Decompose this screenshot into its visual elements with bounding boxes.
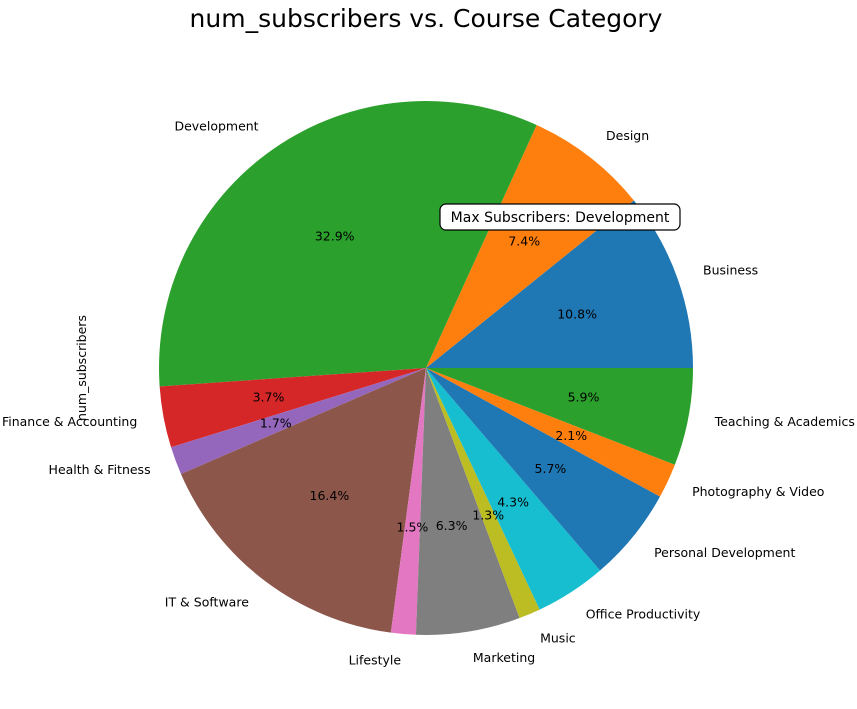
category-label-marketing: Marketing xyxy=(473,650,535,665)
slice-lifestyle xyxy=(390,368,426,635)
percent-label-music: 1.3% xyxy=(472,508,504,523)
category-label-development: Development xyxy=(174,119,258,134)
annotation-box xyxy=(439,203,681,231)
percent-label-development: 32.9% xyxy=(315,228,355,243)
slice-music xyxy=(426,368,540,619)
slice-office-productivity xyxy=(426,368,601,610)
slice-development xyxy=(159,100,537,387)
slice-personal-development xyxy=(426,368,660,571)
category-label-business: Business xyxy=(703,262,758,277)
percent-label-lifestyle: 1.5% xyxy=(397,520,429,535)
category-label-finance-and-accounting: Finance & Accounting xyxy=(2,414,137,429)
slice-photography-and-video xyxy=(426,368,675,497)
percent-label-health-and-fitness: 1.7% xyxy=(260,416,292,431)
pie-slices xyxy=(159,100,693,635)
category-label-music: Music xyxy=(540,631,576,646)
category-label-health-and-fitness: Health & Fitness xyxy=(49,462,151,477)
y-axis-label: num_subscribers xyxy=(74,315,89,421)
category-label-office-productivity: Office Productivity xyxy=(586,607,701,622)
slice-business xyxy=(426,200,693,368)
percent-label-business: 10.8% xyxy=(557,307,597,322)
slice-it-and-software xyxy=(180,368,426,633)
category-label-lifestyle: Lifestyle xyxy=(349,653,402,668)
category-label-it-and-software: IT & Software xyxy=(165,594,249,609)
percent-label-office-productivity: 4.3% xyxy=(497,494,529,509)
max-annotation: Max Subscribers: Development xyxy=(439,203,681,231)
percent-labels: 10.8% 7.4% 32.9% 3.7% 1.7% 16.4% 1.5% 6.3% 1.3%4… xyxy=(253,228,600,534)
percent-label-design: 7.4% xyxy=(508,233,540,248)
category-labels: Business Design Development Finance & Accou… xyxy=(2,119,855,668)
slice-design xyxy=(426,125,634,368)
annotation-text: Max Subscribers: Development xyxy=(451,210,670,226)
percent-label-teaching-and-academics: 5.9% xyxy=(568,390,600,405)
percent-label-it-and-software: 16.4% xyxy=(310,488,350,503)
slice-finance-and-accounting xyxy=(159,368,426,448)
slice-health-and-fitness xyxy=(171,368,426,475)
percent-label-marketing: 6.3% xyxy=(436,518,468,533)
category-label-personal-development: Personal Development xyxy=(654,545,795,560)
chart-title: num_subscribers vs. Course Category xyxy=(190,4,663,33)
percent-label-personal-development: 5.7% xyxy=(535,461,567,476)
slice-teaching-and-academics xyxy=(426,368,693,465)
slice-marketing xyxy=(415,368,520,635)
category-label-photography-and-video: Photography & Video xyxy=(692,484,824,499)
category-label-design: Design xyxy=(606,128,649,143)
percent-label-photography-and-video: 2.1% xyxy=(555,428,587,443)
percent-label-finance-and-accounting: 3.7% xyxy=(253,390,285,405)
category-label-teaching-and-academics: Teaching & Academics xyxy=(714,414,855,429)
